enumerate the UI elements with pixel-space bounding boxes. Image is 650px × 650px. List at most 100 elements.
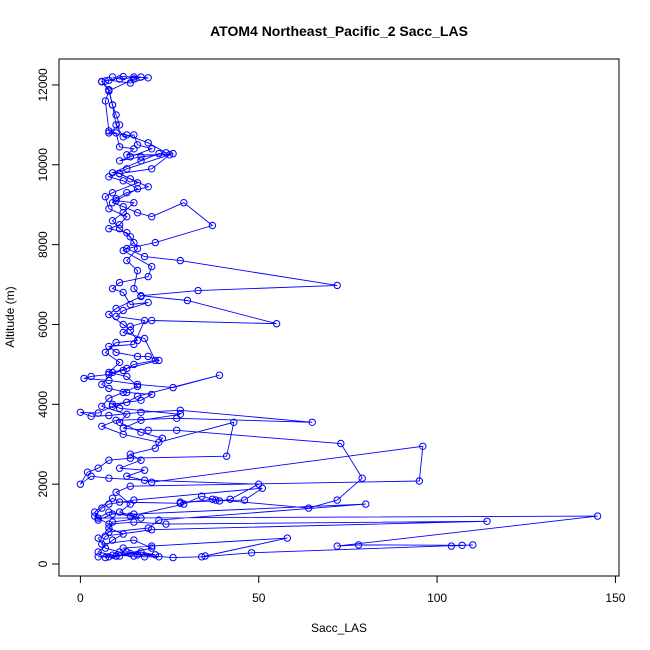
- data-point: [140, 252, 149, 261]
- data-point: [115, 75, 124, 83]
- data-point: [94, 464, 102, 472]
- data-point: [101, 348, 110, 357]
- data-point: [137, 73, 145, 81]
- data-point: [126, 450, 135, 458]
- data-point: [333, 281, 341, 290]
- data-point: [94, 534, 102, 542]
- data-point: [126, 500, 135, 508]
- data-point: [108, 400, 117, 408]
- data-point: [105, 456, 113, 464]
- data-point: [458, 541, 466, 549]
- data-point: [155, 356, 163, 365]
- data-point: [126, 512, 135, 520]
- data-point: [144, 139, 152, 147]
- data-point: [105, 394, 113, 402]
- data-point: [137, 153, 145, 161]
- series-layer: [76, 72, 602, 562]
- y-tick-label: 12000: [36, 68, 50, 102]
- data-point: [180, 199, 188, 207]
- data-point: [155, 516, 163, 524]
- data-point: [180, 500, 188, 508]
- data-point: [101, 77, 110, 85]
- data-point: [123, 388, 131, 397]
- data-point: [105, 474, 113, 482]
- data-point: [137, 548, 145, 556]
- data-point: [115, 278, 124, 287]
- data-point: [119, 388, 127, 397]
- data-point: [112, 121, 120, 129]
- data-point: [126, 482, 135, 490]
- data-point: [137, 157, 145, 165]
- data-point: [115, 508, 124, 516]
- x-axis-label: Sacc_LAS: [311, 621, 367, 635]
- data-point: [140, 334, 149, 343]
- data-point: [87, 412, 95, 420]
- data-point: [105, 225, 113, 233]
- data-point: [98, 78, 106, 86]
- data-point: [305, 504, 313, 512]
- data-point: [126, 233, 135, 241]
- data-point: [108, 402, 117, 410]
- data-point: [148, 145, 156, 153]
- y-tick-label: 6000: [36, 311, 50, 338]
- data-point: [94, 514, 102, 522]
- data-point: [130, 536, 138, 544]
- data-point: [123, 398, 131, 406]
- data-point: [108, 101, 117, 109]
- data-point: [148, 262, 156, 271]
- data-point: [115, 157, 124, 165]
- data-point: [126, 454, 135, 462]
- data-point: [115, 552, 124, 560]
- data-point: [198, 553, 206, 561]
- data-point: [176, 410, 185, 418]
- data-point: [119, 530, 127, 538]
- data-point: [108, 510, 117, 518]
- data-point: [119, 246, 127, 255]
- data-point: [144, 298, 152, 307]
- x-tick-label: 0: [77, 591, 84, 605]
- data-point: [215, 371, 224, 379]
- data-point: [123, 256, 131, 265]
- data-point: [137, 292, 145, 301]
- data-point: [283, 534, 291, 542]
- data-point: [133, 380, 142, 389]
- data-point: [354, 541, 363, 549]
- data-point: [130, 518, 138, 526]
- data-point: [215, 497, 224, 505]
- data-point: [226, 495, 234, 503]
- data-point: [87, 372, 95, 381]
- x-axis: 0 50 100 150: [77, 575, 626, 605]
- data-point: [108, 73, 117, 81]
- x-tick-label: 100: [427, 591, 447, 605]
- data-point: [126, 326, 135, 335]
- y-axis-label: Altitude (m): [3, 286, 17, 347]
- data-point: [140, 476, 149, 484]
- data-point: [130, 360, 138, 369]
- data-point: [108, 217, 117, 225]
- data-point: [222, 452, 231, 460]
- data-point: [115, 121, 124, 129]
- data-point: [119, 288, 127, 297]
- data-point: [133, 266, 142, 275]
- data-point: [148, 544, 156, 552]
- data-point: [144, 352, 152, 361]
- data-point: [133, 141, 142, 149]
- data-point: [272, 320, 281, 328]
- data-point: [115, 404, 124, 412]
- data-point: [148, 478, 156, 486]
- data-point: [105, 528, 113, 536]
- data-point: [176, 406, 185, 414]
- data-point: [119, 320, 127, 329]
- data-point: [126, 175, 135, 183]
- data-point: [212, 496, 220, 504]
- data-point: [148, 213, 156, 221]
- data-point: [105, 173, 113, 181]
- data-point: [123, 372, 131, 381]
- data-point: [151, 356, 160, 365]
- data-point: [130, 199, 138, 207]
- data-point: [119, 306, 127, 315]
- data-point: [258, 484, 266, 492]
- data-point: [108, 551, 117, 559]
- data-point: [105, 87, 113, 95]
